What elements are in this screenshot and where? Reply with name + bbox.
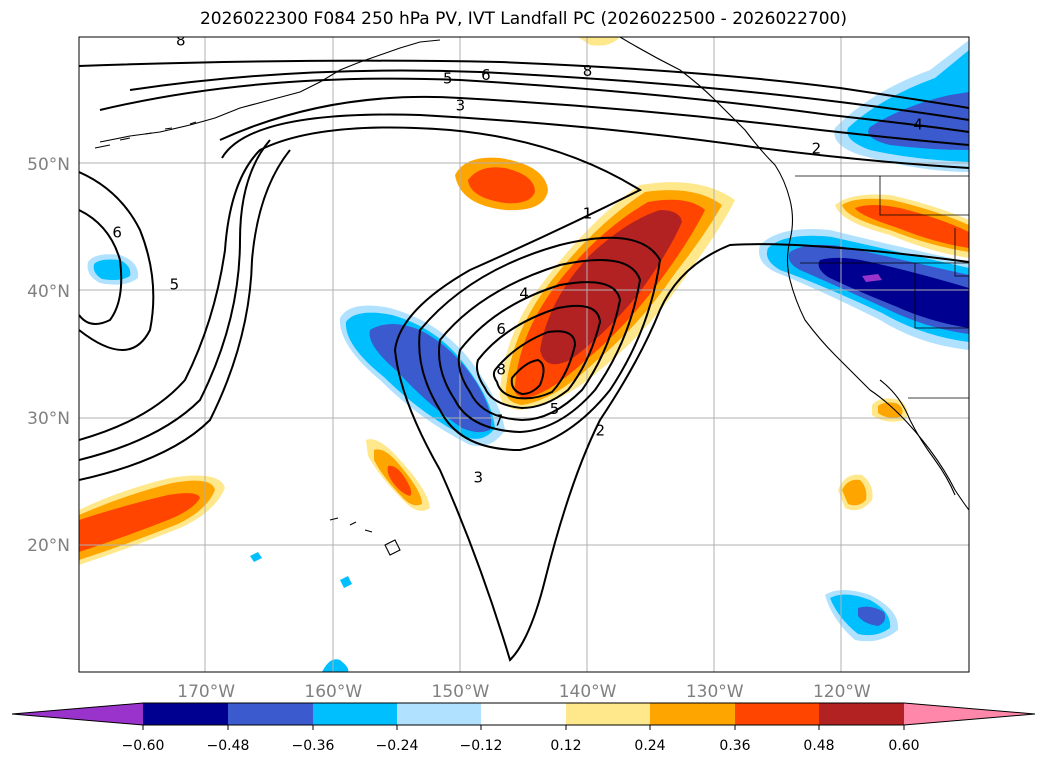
colorbar-tick-label: −0.24 <box>376 738 419 754</box>
map-frame <box>78 36 970 673</box>
pv-contour-2 <box>79 139 271 461</box>
colorbar: −0.60 −0.48 −0.36 −0.24 −0.12 0.12 0.24 0.36 0.4… <box>11 702 1036 754</box>
contour-label: 6 <box>112 223 122 241</box>
longitude-tick-label: 140°W <box>559 682 617 702</box>
hawaii-islands <box>329 517 401 556</box>
blue-anomaly-us-5 <box>862 274 882 282</box>
blue-anomaly-us-4 <box>818 257 969 328</box>
state-borders <box>800 176 969 329</box>
pv-contour-low-d <box>475 304 602 410</box>
latitude-labels: 20°N 30°N 40°N 50°N <box>27 155 70 556</box>
pv-contour-north-4 <box>219 95 969 146</box>
pv-contour-low-a <box>418 236 662 452</box>
contour-label: 2 <box>596 421 606 439</box>
longitude-tick-label: 170°W <box>177 682 235 702</box>
colorbar-tick-label: 0.60 <box>888 738 919 754</box>
colorbar-segment <box>735 703 819 725</box>
colorbar-extend-min <box>12 703 143 725</box>
pv-contour-north-1 <box>79 59 969 109</box>
colorbar-tick-label: −0.36 <box>292 738 335 754</box>
longitude-tick-label: 160°W <box>304 682 362 702</box>
colorbar-segment <box>228 703 313 725</box>
colorbar-tick-label: −0.60 <box>122 738 165 754</box>
contour-label: 6 <box>481 66 491 84</box>
contour-label: 1 <box>583 204 593 222</box>
contour-label: 6 <box>496 320 506 338</box>
latitude-tick-label: 30°N <box>27 409 70 429</box>
pv-contour-low-f <box>510 358 545 396</box>
warm-anomaly-pnw-3 <box>855 205 969 248</box>
latitude-tick-label: 50°N <box>27 155 70 175</box>
pv-contour-north-3 <box>99 77 969 133</box>
colorbar-extend-max <box>904 703 1035 725</box>
alaska-coast <box>99 39 441 143</box>
colorbar-segment <box>313 703 397 725</box>
aleutian-islands <box>94 121 197 149</box>
pv-contour-5 <box>79 209 123 325</box>
colorbar-segment <box>481 703 566 725</box>
pv-contour-4 <box>79 171 155 351</box>
blue-spot-2 <box>340 576 352 588</box>
colorbar-segment <box>819 703 904 725</box>
blue-anomaly-west-3 <box>369 324 492 433</box>
longitude-tick-label: 150°W <box>432 682 490 702</box>
blue-spot-3 <box>322 659 349 672</box>
colorbar-ticks: −0.60 −0.48 −0.36 −0.24 −0.12 0.12 0.24 0.36 0.4… <box>122 725 920 754</box>
contour-label: 8 <box>496 360 506 378</box>
contour-label: 8 <box>583 62 593 80</box>
warm-anomaly-hawaii-3 <box>387 465 412 496</box>
latitude-tick-label: 20°N <box>27 536 70 556</box>
colorbar-segment <box>566 703 650 725</box>
gulf-of-california <box>879 379 956 496</box>
pv-contours <box>79 59 969 662</box>
colorbar-segment <box>397 703 481 725</box>
pv-contour-low-c <box>457 281 622 422</box>
colorbar-segment <box>650 703 735 725</box>
borders <box>795 175 969 399</box>
pv-contour-low-b <box>438 259 642 434</box>
blue-spot-1 <box>250 552 262 562</box>
latitude-tick-label: 40°N <box>27 282 70 302</box>
colorbar-tick-label: −0.12 <box>460 738 503 754</box>
contour-label: 5 <box>170 275 180 293</box>
colorbar-tick-label: 0.12 <box>550 738 581 754</box>
warm-anomaly-baja-2 <box>878 402 903 418</box>
colorbar-tick-label: 0.36 <box>719 738 750 754</box>
contour-label: 7 <box>494 411 504 429</box>
longitude-tick-label: 130°W <box>686 682 744 702</box>
colorbar-tick-label: 0.24 <box>634 738 665 754</box>
pv-contour-low-e <box>492 330 577 400</box>
colorbar-tick-label: −0.48 <box>207 738 250 754</box>
warm-anomaly-mx-2 <box>842 479 867 506</box>
longitude-tick-label: 120°W <box>813 682 871 702</box>
contour-label: 4 <box>519 284 529 302</box>
contour-label: 4 <box>913 115 923 133</box>
colorbar-segment <box>143 703 228 725</box>
contour-label: 3 <box>473 468 483 486</box>
pv-contour-1 <box>79 126 969 662</box>
gridlines <box>79 37 969 672</box>
pv-contour-north-5 <box>221 113 969 169</box>
map-title: 2026022300 F084 250 hPa PV, IVT Landfall… <box>199 9 847 29</box>
contour-label: 3 <box>456 96 466 114</box>
blue-anomaly-ne-inner <box>868 92 969 150</box>
warm-anomaly-sw-3 <box>79 493 200 552</box>
blue-anomaly-south-3 <box>858 606 886 626</box>
contour-label: 5 <box>550 400 560 418</box>
contour-label: 2 <box>812 139 822 157</box>
contour-label: 8 <box>176 32 186 50</box>
contour-label: 5 <box>443 70 453 88</box>
colorbar-tick-label: 0.48 <box>803 738 834 754</box>
warm-anomaly-north <box>578 37 620 46</box>
pv-contour-north-2 <box>129 69 969 121</box>
longitude-labels: 170°W 160°W 150°W 140°W 130°W 120°W <box>177 682 871 702</box>
coastlines <box>94 37 969 556</box>
pv-contour-3 <box>79 149 291 481</box>
warm-anomaly-central-core <box>468 167 535 204</box>
